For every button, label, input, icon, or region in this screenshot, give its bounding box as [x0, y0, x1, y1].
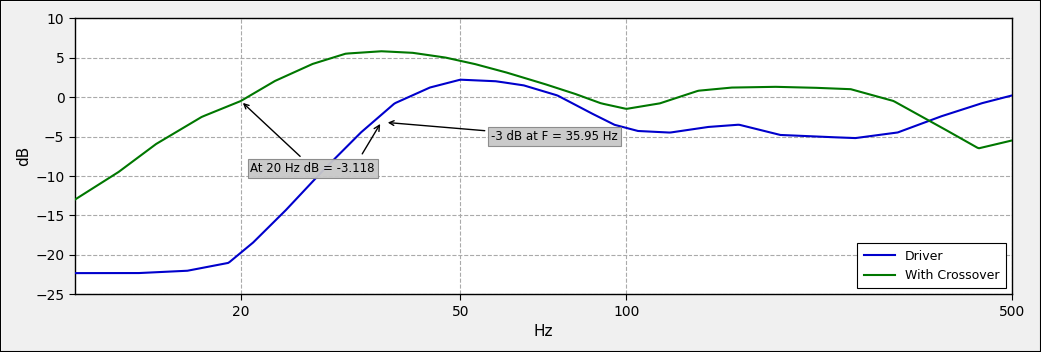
- Legend: Driver, With Crossover: Driver, With Crossover: [858, 244, 1006, 288]
- Text: At 20 Hz dB = -3.118: At 20 Hz dB = -3.118: [244, 104, 375, 175]
- Driver: [1006, 93, 1018, 98]
- Line: With Crossover: With Crossover: [75, 51, 1012, 200]
- Driver: [623, 126, 635, 131]
- With Crossover: [695, 88, 708, 93]
- Text: -3 dB at F = 35.95 Hz: -3 dB at F = 35.95 Hz: [389, 121, 617, 143]
- Driver: [309, 176, 322, 180]
- X-axis label: Hz: Hz: [534, 325, 553, 339]
- With Crossover: [69, 197, 81, 202]
- Driver: [455, 77, 467, 82]
- With Crossover: [494, 69, 507, 73]
- Driver: [776, 133, 788, 137]
- With Crossover: [309, 61, 322, 65]
- Driver: [69, 271, 81, 275]
- With Crossover: [375, 49, 387, 54]
- Line: Driver: Driver: [75, 80, 1012, 273]
- With Crossover: [234, 99, 247, 103]
- Y-axis label: dB: dB: [16, 146, 31, 166]
- With Crossover: [623, 106, 635, 111]
- Driver: [234, 251, 247, 255]
- Driver: [695, 126, 708, 130]
- With Crossover: [1006, 138, 1018, 143]
- Driver: [494, 80, 507, 84]
- With Crossover: [776, 85, 788, 89]
